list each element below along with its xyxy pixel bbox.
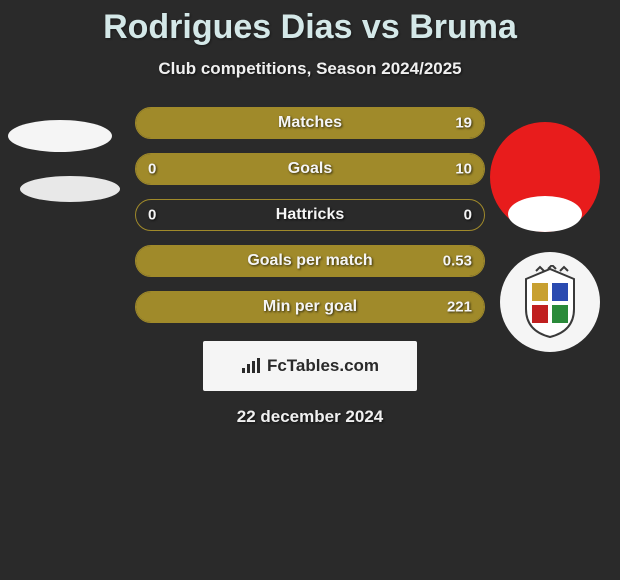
page-title: Rodrigues Dias vs Bruma (0, 8, 620, 47)
stat-label: Matches (278, 114, 342, 132)
stat-label: Hattricks (276, 206, 344, 224)
stats-container: Matches 19 0 Goals 10 0 Hattricks 0 Goals per ma… (135, 107, 485, 323)
date-text: 22 december 2024 (0, 407, 620, 427)
stat-value-right: 19 (455, 115, 472, 132)
stat-row: Matches 19 (135, 107, 485, 139)
stat-value-left: 0 (148, 161, 156, 178)
club-crest (500, 252, 600, 352)
stat-row: 0 Goals 10 (135, 153, 485, 185)
stat-value-right: 221 (447, 299, 472, 316)
player-right-photo (490, 122, 600, 232)
crest-icon (518, 265, 582, 339)
bar-chart-icon (241, 358, 261, 374)
stat-value-right: 0 (464, 207, 472, 224)
subtitle: Club competitions, Season 2024/2025 (0, 59, 620, 79)
comparison-card: Rodrigues Dias vs Bruma Club competition… (0, 0, 620, 580)
player-left-avatar-shadow (20, 176, 120, 202)
stat-label: Min per goal (263, 298, 357, 316)
brand-box[interactable]: FcTables.com (203, 341, 417, 391)
stat-value-right: 0.53 (443, 253, 472, 270)
stat-value-left: 0 (148, 207, 156, 224)
stat-row: Min per goal 221 (135, 291, 485, 323)
stat-row: 0 Hattricks 0 (135, 199, 485, 231)
stat-value-right: 10 (455, 161, 472, 178)
stat-label: Goals (288, 160, 332, 178)
player-left-avatar (8, 120, 112, 152)
stat-label: Goals per match (247, 252, 372, 270)
stat-row: Goals per match 0.53 (135, 245, 485, 277)
brand-text: FcTables.com (267, 356, 379, 376)
